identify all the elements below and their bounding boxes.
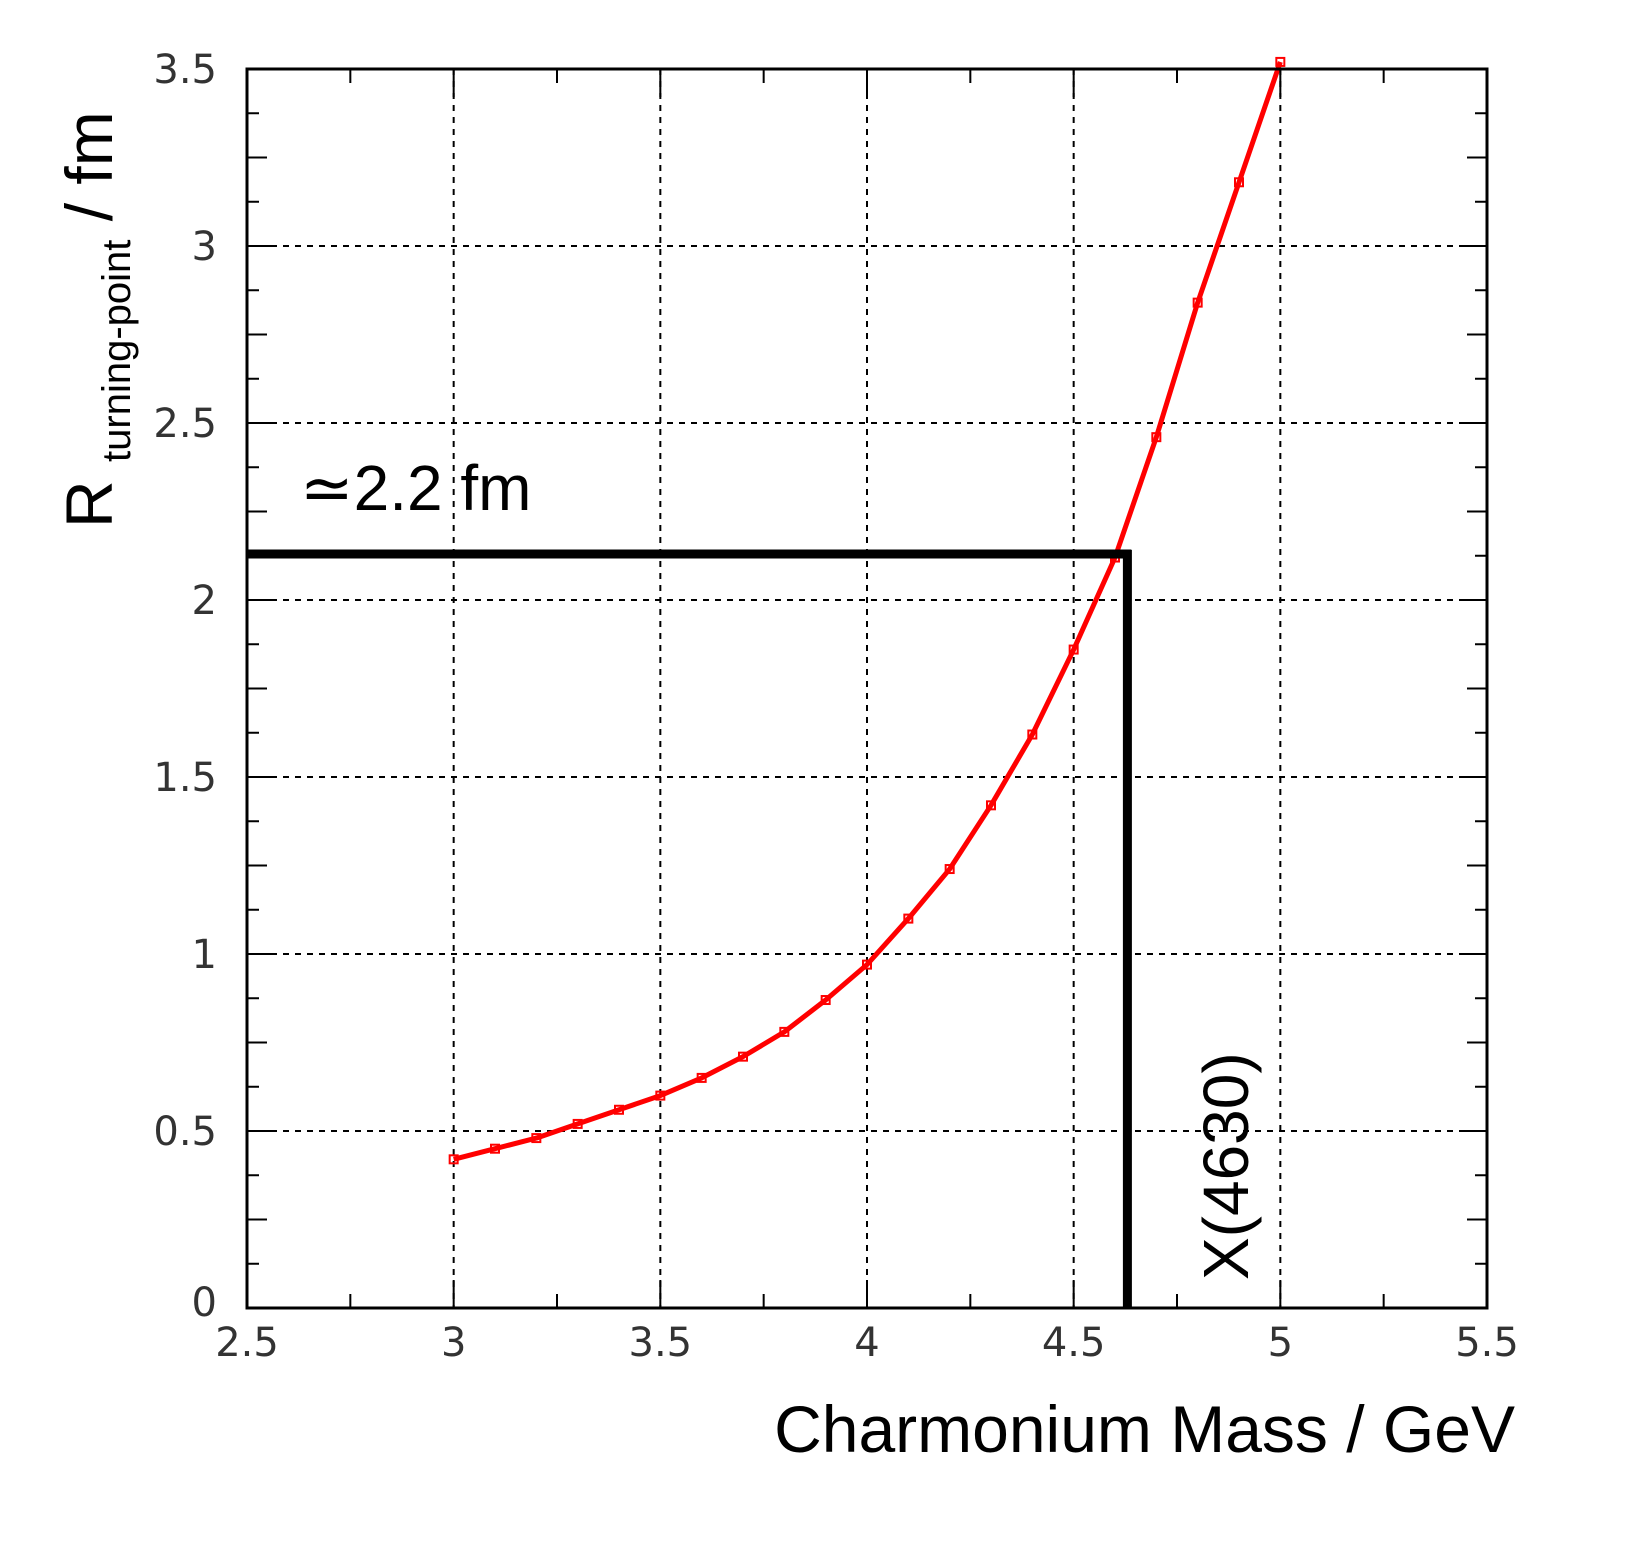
x-tick-label: 3 [441,1320,466,1366]
data-point [1027,729,1038,740]
data-point [862,959,872,970]
annotation-x4630-label: X(4630) [1190,1052,1262,1280]
grid-lines [247,69,1487,1308]
data-point [448,1154,459,1165]
y-axis-title-suffix: / fm [52,111,126,221]
data-point [779,1026,790,1037]
x-tick-label: 5 [1268,1320,1293,1366]
data-point [1068,644,1079,655]
data-point [614,1104,624,1115]
guide-lines [247,549,1132,1308]
y-tick-label: 3.5 [153,47,217,93]
data-point [1234,177,1244,188]
x-tick-label: 5.5 [1455,1320,1519,1366]
axis-ticks [246,68,1488,1309]
data-point [1192,297,1203,308]
data-point [696,1072,707,1083]
y-tick-label: 0 [192,1280,217,1326]
data-point [944,864,955,875]
y-axis-title-subscript: turning-point [95,240,139,462]
x-tick-label: 3.5 [629,1320,693,1366]
x-tick-label: 2.5 [215,1320,279,1366]
y-axis-title: R turning-point / fm [52,111,144,528]
x-tick-label: 4.5 [1042,1320,1106,1366]
data-point [655,1090,666,1101]
annotation-radius-label: ≃2.2 fm [300,452,531,524]
y-tick-label: 1 [192,932,217,978]
data-point [1151,432,1162,443]
y-tick-label: 2 [192,578,217,624]
series-line [453,61,1283,1162]
y-tick-label: 1.5 [153,755,217,801]
y-tick-label: 2.5 [153,401,217,447]
data-point [490,1143,500,1154]
data-point [531,1133,542,1144]
data-point [572,1118,583,1129]
y-tick-label: 3 [192,224,217,270]
data-point [820,995,831,1006]
y-axis-title-main: R [52,480,126,528]
data-series [448,56,1286,1165]
data-point [986,800,996,811]
x-tick-label: 4 [854,1320,879,1366]
x-axis-title: Charmonium Mass / GeV [774,1392,1515,1466]
tick-labels: 2.5 3 3.5 4 4.5 5 5.5 0 0.5 1 1.5 2 2.5 3 3.5 [153,47,1518,1366]
data-point [1275,56,1286,67]
y-tick-label: 0.5 [153,1109,217,1155]
data-point [903,913,914,924]
data-point [738,1051,748,1062]
